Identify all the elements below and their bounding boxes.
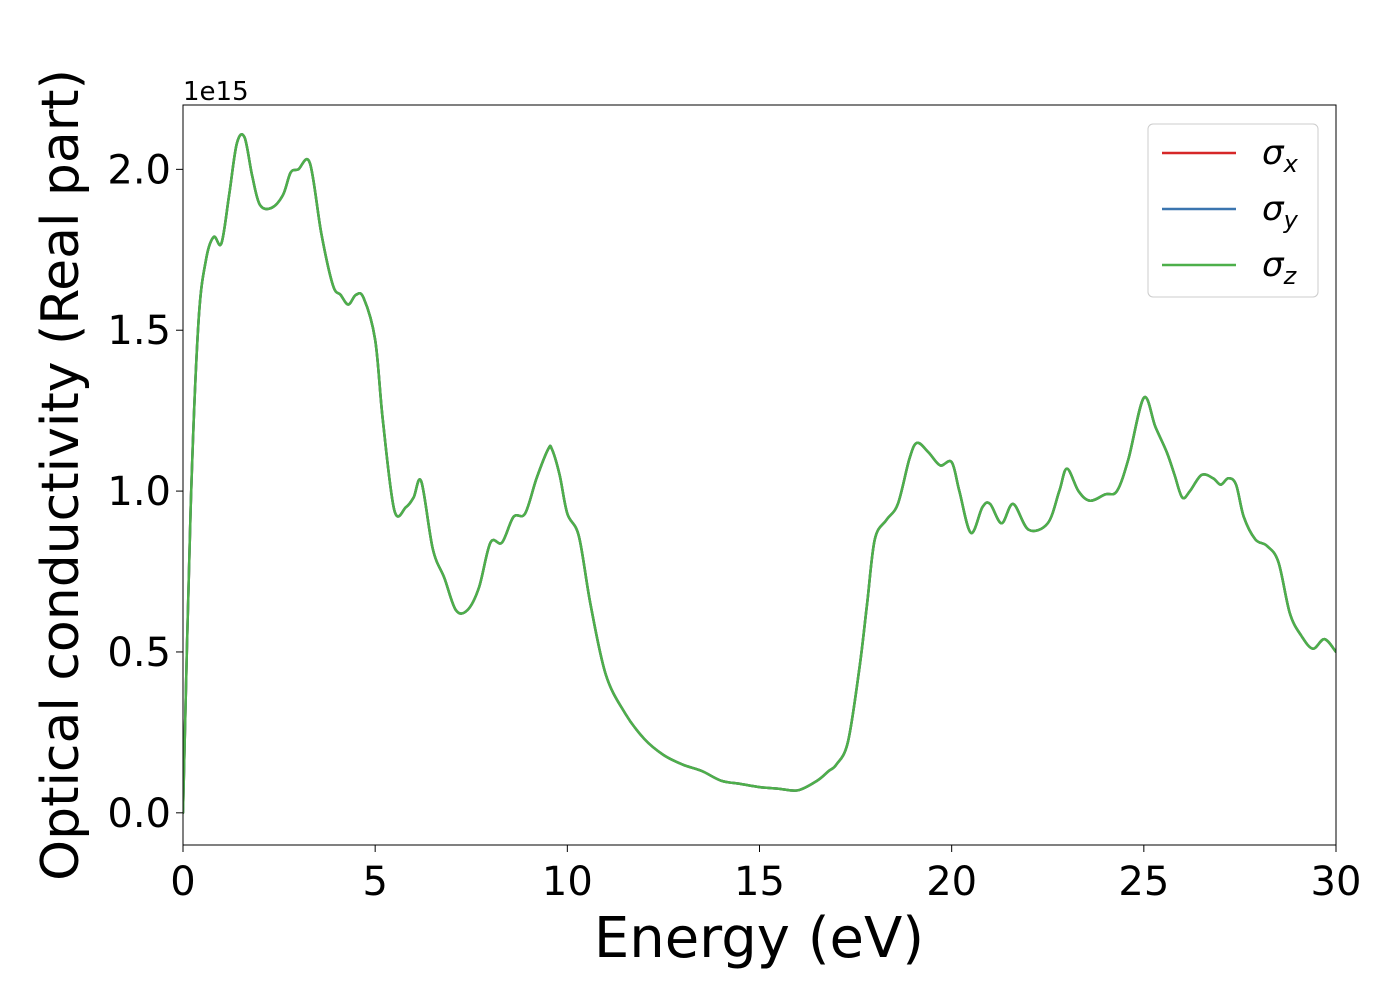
x-tick-label: 10 (542, 859, 593, 905)
x-axis-label: Energy (eV) (594, 906, 924, 971)
legend-label: σx (1262, 133, 1299, 178)
y-offset-label: 1e15 (183, 77, 249, 107)
x-tick-label: 20 (926, 859, 977, 905)
y-axis-ticks: 0.0 0.5 1.0 1.5 2.0 (107, 147, 183, 837)
x-tick-label: 5 (362, 859, 387, 905)
y-tick-label: 0.5 (107, 630, 171, 676)
series-line-sigma-z (183, 133, 1336, 815)
x-tick-label: 30 (1311, 859, 1362, 905)
y-tick-label: 0.0 (107, 791, 171, 837)
legend-label: σy (1262, 189, 1299, 234)
x-axis-ticks: 0 5 10 15 20 25 30 (170, 845, 1361, 905)
y-tick-label: 1.5 (107, 308, 171, 354)
legend-box (1147, 123, 1319, 298)
series-layer (183, 133, 1336, 815)
x-tick-label: 15 (734, 859, 785, 905)
y-tick-label: 2.0 (107, 147, 171, 193)
legend-label: σz (1262, 245, 1298, 290)
x-tick-label: 25 (1118, 859, 1169, 905)
y-axis-label: Optical conductivity (Real part) (31, 69, 91, 881)
y-tick-label: 1.0 (107, 469, 171, 515)
legend: σx σy σz (1147, 123, 1319, 298)
x-tick-label: 0 (170, 859, 195, 905)
